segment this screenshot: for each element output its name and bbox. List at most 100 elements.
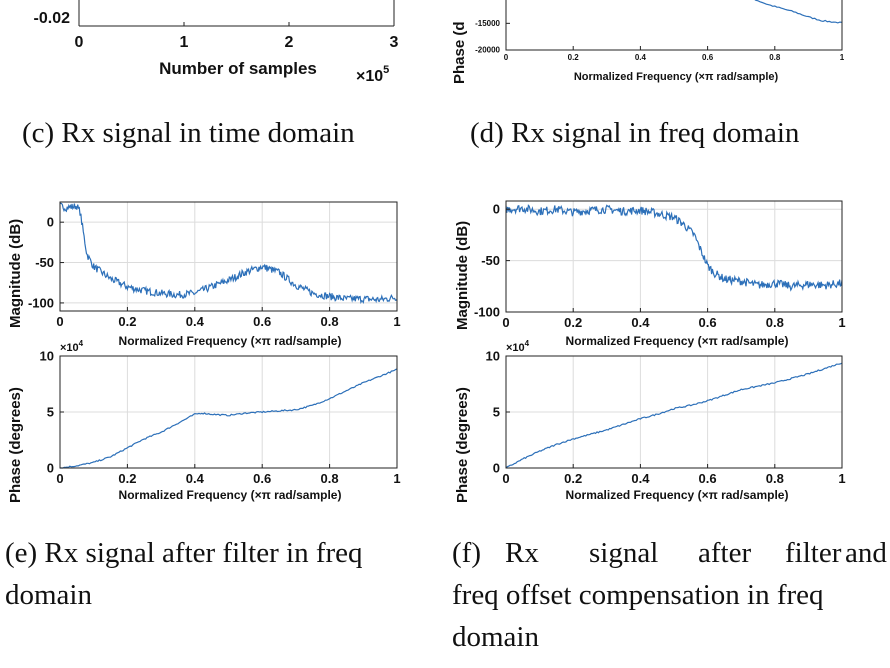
e-phase-multiplier-exp: 4 [79, 339, 84, 348]
e-phase-multiplier-base: ×10 [60, 342, 79, 354]
e-mag-series-line [59, 202, 398, 305]
e-mag-xtick-label-2: 0.4 [186, 314, 205, 329]
c-x-multiplier-base: ×10 [356, 68, 383, 85]
caption-f-line3: domain [452, 621, 539, 653]
f-phase-xtick-label-2: 0.4 [631, 471, 650, 486]
caption-f-word-3: after [698, 537, 751, 569]
c-xtick-label-1: 1 [180, 34, 189, 51]
d-axes-box [505, 0, 843, 51]
c-xtick-label-2: 2 [285, 34, 294, 51]
caption-d: (d) Rx signal in freq domain [470, 117, 800, 149]
panel-d: Phase (d 0 0.2 0.4 0.6 0.8 1 -10000 -15000 -2000… [451, 0, 845, 84]
c-xlabel: Number of samples [159, 59, 317, 78]
f-mag-plot: 0 0.2 0.4 0.6 0.8 1 0 -50 -100 [474, 200, 846, 330]
d-xtick-label-3: 0.6 [702, 53, 714, 62]
f-phase-xtick-label-4: 0.8 [766, 471, 784, 486]
f-phase-multiplier-base: ×10 [506, 342, 525, 354]
f-mag-xtick-label-2: 0.4 [631, 315, 650, 330]
f-mag-ylabel: Magnitude (dB) [454, 221, 471, 330]
f-mag-xtick-label-4: 0.8 [766, 315, 784, 330]
caption-f-word-1: Rx [505, 537, 539, 569]
f-mag-ytick-label-0: 0 [493, 202, 500, 217]
e-mag-xtick-label-4: 0.8 [321, 314, 339, 329]
f-mag-xlabel: Normalized Frequency (×π rad/sample) [566, 334, 789, 348]
f-phase-xtick-label-1: 0.2 [564, 471, 582, 486]
e-mag-ytick-label-1: -50 [35, 255, 54, 270]
caption-f-word-5: and [845, 537, 887, 569]
f-phase-multiplier: ×104 [506, 339, 530, 354]
c-x-multiplier: ×105 [356, 64, 389, 85]
f-mag-series-line [505, 204, 843, 292]
caption-c: (c) Rx signal in time domain [22, 117, 355, 149]
f-mag-axes-box [505, 200, 843, 313]
d-xtick-label-0: 0 [504, 53, 509, 62]
c-xtick-label-3: 3 [390, 34, 399, 51]
e-mag-ytick-label-2: -100 [28, 295, 54, 310]
f-mag-xtick-label-5: 1 [838, 315, 845, 330]
e-mag-plot: 0 0.2 0.4 0.6 0.8 1 0 -50 -100 [28, 201, 401, 329]
d-phase-plot: 0 0.2 0.4 0.6 0.8 1 -10000 -15000 -20000 [475, 0, 845, 62]
f-phase-xlabel: Normalized Frequency (×π rad/sample) [566, 488, 789, 502]
e-phase-xtick-label-0: 0 [56, 471, 63, 486]
e-mag-axes-box [59, 201, 398, 312]
f-phase-series-line [505, 362, 843, 469]
e-phase-xtick-label-3: 0.6 [253, 471, 271, 486]
d-ytick-label-0: -10000 [475, 0, 500, 1]
d-xtick-label-5: 1 [840, 53, 845, 62]
f-phase-xtick-label-5: 1 [838, 471, 845, 486]
e-phase-xtick-label-5: 1 [393, 471, 400, 486]
e-phase-ytick-label-2: 10 [40, 348, 54, 363]
f-phase-xtick-label-3: 0.6 [699, 471, 717, 486]
e-mag-xlabel: Normalized Frequency (×π rad/sample) [119, 334, 342, 348]
c-ytick-label: -0.02 [34, 10, 71, 27]
d-ytick-label-1: -15000 [475, 19, 500, 28]
caption-f-line1: (f) Rx signal after filter and [452, 537, 887, 569]
e-phase-xtick-label-1: 0.2 [118, 471, 136, 486]
panel-c: -0.02 0 1 2 3 Number of samples ×105 [34, 0, 399, 85]
caption-f-word-0: (f) [452, 537, 481, 569]
caption-e-line1: (e) Rx signal after filter in freq [5, 537, 363, 569]
e-mag-xtick-label-3: 0.6 [253, 314, 271, 329]
f-phase-ylabel: Phase (degrees) [454, 387, 471, 503]
d-series-line [754, 0, 843, 24]
f-phase-xtick-label-0: 0 [502, 471, 509, 486]
f-phase-ytick-label-1: 5 [493, 404, 500, 419]
caption-e-line2: domain [5, 579, 92, 611]
f-mag-ytick-label-2: -100 [474, 304, 500, 319]
e-phase-ylabel: Phase (degrees) [7, 387, 24, 503]
d-xlabel: Normalized Frequency (×π rad/sample) [574, 71, 779, 83]
d-xtick-label-2: 0.4 [635, 53, 647, 62]
f-mag-ytick-label-1: -50 [481, 253, 500, 268]
e-mag-ylabel: Magnitude (dB) [7, 219, 24, 328]
e-mag-xtick-label-0: 0 [56, 314, 63, 329]
e-mag-xtick-label-1: 0.2 [118, 314, 136, 329]
e-phase-ytick-label-0: 0 [47, 460, 54, 475]
caption-f-word-4: filter [785, 537, 842, 569]
d-ylabel: Phase (d [451, 21, 468, 84]
d-xtick-label-4: 0.8 [769, 53, 781, 62]
e-phase-xlabel: Normalized Frequency (×π rad/sample) [119, 488, 342, 502]
e-phase-xtick-label-4: 0.8 [321, 471, 339, 486]
c-x-multiplier-exp: 5 [383, 64, 389, 76]
c-xtick-labels: 0 1 2 3 [75, 34, 399, 51]
f-mag-xtick-label-0: 0 [502, 315, 509, 330]
f-mag-xtick-label-1: 0.2 [564, 315, 582, 330]
d-ytick-label-2: -20000 [475, 46, 500, 55]
e-mag-xtick-label-5: 1 [393, 314, 400, 329]
e-phase-xtick-label-2: 0.4 [186, 471, 205, 486]
e-phase-multiplier: ×104 [60, 339, 84, 354]
f-mag-xtick-label-3: 0.6 [699, 315, 717, 330]
e-phase-ytick-label-1: 5 [47, 404, 54, 419]
caption-f-line2: freq offset compensation in freq [452, 579, 824, 611]
e-phase-series-line [60, 368, 398, 469]
c-axes-box [78, 0, 395, 27]
d-xtick-label-1: 0.2 [568, 53, 580, 62]
panel-e: Magnitude (dB) 0 0.2 0.4 0.6 0.8 10-50-100 No… [7, 201, 401, 503]
f-phase-ytick-label-2: 10 [486, 348, 500, 363]
f-phase-multiplier-exp: 4 [525, 339, 530, 348]
f-phase-ytick-label-0: 0 [493, 460, 500, 475]
e-mag-ytick-label-0: 0 [47, 215, 54, 230]
